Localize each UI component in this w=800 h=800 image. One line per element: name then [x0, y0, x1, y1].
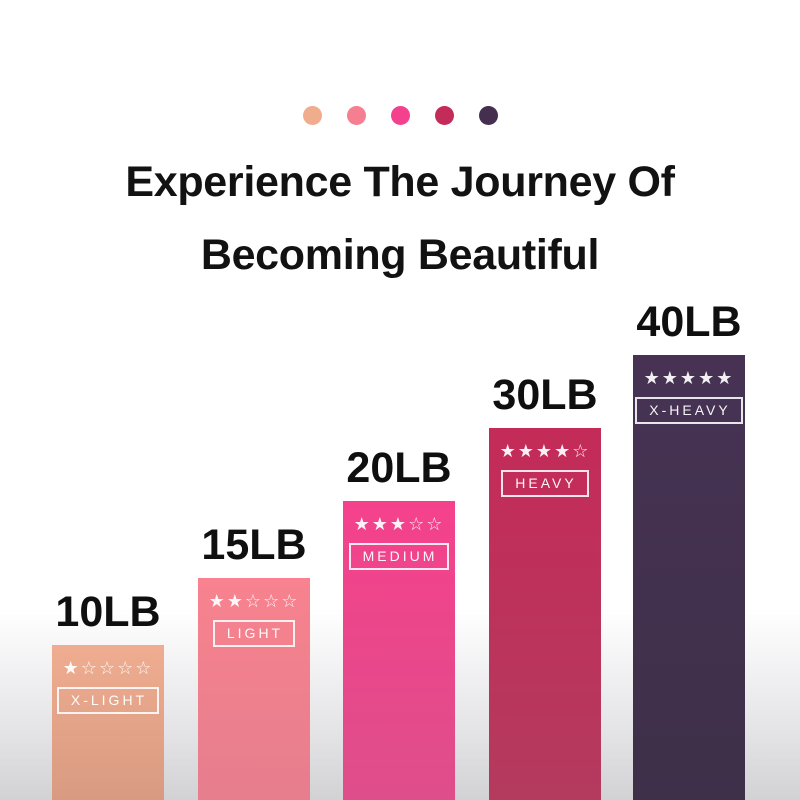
star-rating: ★☆☆☆☆ [62, 658, 154, 679]
level-badge: LIGHT [212, 619, 296, 647]
level-badge: MEDIUM [348, 542, 450, 570]
star-rating: ★★★☆☆ [353, 514, 445, 535]
bar: ★★★★☆ HEAVY [489, 428, 601, 800]
weight-label: 40LB [636, 297, 742, 346]
page-title-line-1: Experience The Journey Of [125, 158, 675, 206]
level-badge: HEAVY [501, 469, 589, 497]
weight-label: 15LB [201, 520, 307, 569]
weight-label: 30LB [492, 370, 598, 419]
palette-dots [0, 0, 800, 125]
bar: ★★☆☆☆ LIGHT [198, 578, 310, 800]
bar-group-10lb: 10LB ★☆☆☆☆ X-LIGHT [52, 0, 164, 800]
bar-group-40lb: 40LB ★★★★★ X-HEAVY [633, 0, 745, 800]
bar-group-20lb: 20LB ★★★☆☆ MEDIUM [343, 0, 455, 800]
medium-dot-icon [390, 106, 410, 125]
x-heavy-dot-icon [478, 106, 498, 125]
bar-group-15lb: 15LB ★★☆☆☆ LIGHT [198, 0, 310, 800]
light-dot-icon [346, 106, 366, 125]
bar: ★★★☆☆ MEDIUM [343, 501, 455, 800]
level-badge: X-HEAVY [635, 396, 743, 424]
bar: ★☆☆☆☆ X-LIGHT [52, 645, 164, 800]
star-rating: ★★★★☆ [499, 441, 591, 462]
bar-group-30lb: 30LB ★★★★☆ HEAVY [489, 0, 601, 800]
weight-label: 10LB [55, 587, 161, 636]
heavy-dot-icon [434, 106, 454, 125]
star-rating: ★★☆☆☆ [208, 591, 300, 612]
weight-label: 20LB [346, 443, 452, 492]
bar: ★★★★★ X-HEAVY [633, 355, 745, 800]
page-title-line-2: Becoming Beautiful [200, 231, 600, 279]
star-rating: ★★★★★ [643, 368, 735, 389]
level-badge: X-LIGHT [56, 686, 160, 714]
x-light-dot-icon [302, 106, 322, 125]
page-title: Experience The Journey Of Becoming Beaut… [0, 146, 800, 292]
